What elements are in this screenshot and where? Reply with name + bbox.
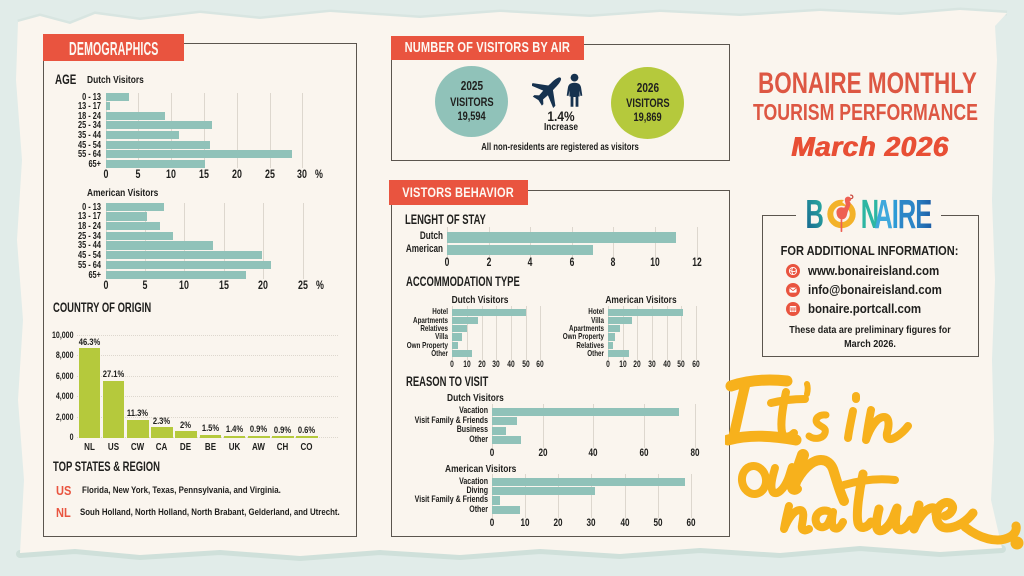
svg-text:R: R	[898, 192, 916, 238]
svg-text:N: N	[861, 192, 879, 238]
svg-text:I: I	[892, 192, 899, 238]
svg-text:E: E	[915, 192, 932, 238]
svg-text:B: B	[806, 192, 824, 238]
svg-text:A: A	[874, 192, 892, 238]
